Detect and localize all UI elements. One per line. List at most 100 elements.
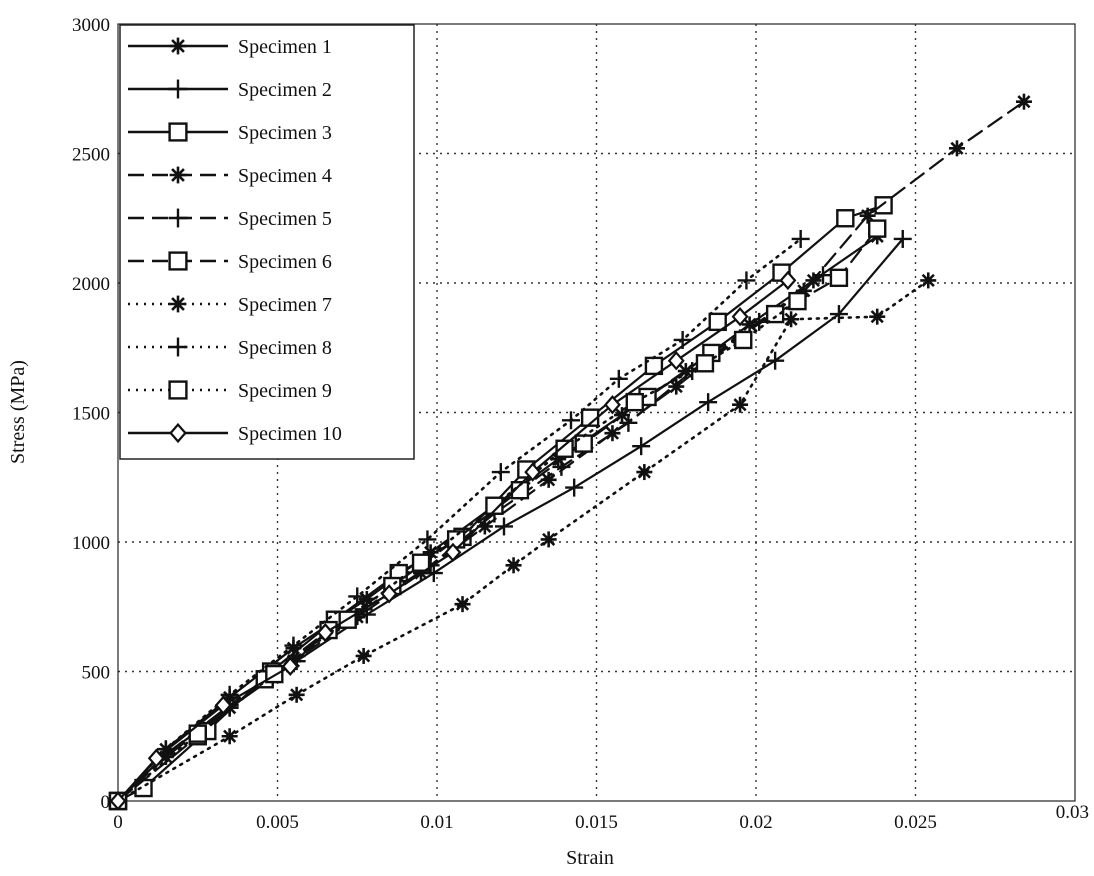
legend-label: Specimen 4 <box>238 165 332 187</box>
series-line <box>116 237 803 803</box>
data-point <box>109 791 127 811</box>
legend-label: Specimen 1 <box>238 36 332 58</box>
y-tick-label: 500 <box>82 663 111 684</box>
data-point <box>836 209 855 228</box>
legend-label: Specimen 7 <box>238 294 332 316</box>
data-point <box>188 724 207 743</box>
data-point <box>214 695 232 715</box>
legend-label: Specimen 6 <box>238 251 332 273</box>
data-point <box>731 306 749 327</box>
data-point <box>169 37 187 55</box>
data-point <box>668 378 685 395</box>
legend-entry: Specimen 3 <box>128 122 332 144</box>
series-line <box>116 299 799 803</box>
x-tick-label: 0.01 <box>420 812 453 833</box>
data-point <box>625 392 644 412</box>
data-point <box>699 393 718 412</box>
data-point <box>169 166 187 184</box>
data-point <box>561 411 580 430</box>
y-axis-label: Stress (MPa) <box>7 360 29 464</box>
y-tick-label: 2500 <box>72 145 110 166</box>
series-7 <box>110 272 937 809</box>
legend-entry: Specimen 9 <box>128 380 332 402</box>
data-point <box>168 337 188 357</box>
data-point <box>221 728 238 745</box>
y-tick-label: 1000 <box>72 533 110 554</box>
data-point <box>783 311 800 328</box>
data-point <box>348 587 367 606</box>
legend-label: Specimen 2 <box>238 79 332 101</box>
data-point <box>813 266 832 285</box>
legend-entry: Specimen 6 <box>128 251 332 273</box>
y-tick-label: 3000 <box>72 15 110 36</box>
data-point <box>444 542 462 563</box>
legend-entry: Specimen 5 <box>128 208 332 230</box>
data-point <box>505 557 522 574</box>
x-tick-label: 0.03 <box>1056 802 1089 823</box>
data-point <box>555 439 574 458</box>
data-point <box>708 312 727 332</box>
data-point <box>868 219 887 238</box>
legend-label: Specimen 8 <box>238 337 332 359</box>
data-point <box>491 463 510 482</box>
data-point <box>632 437 651 456</box>
data-point <box>169 295 187 313</box>
y-tick-label: 1500 <box>72 404 110 425</box>
data-point <box>540 531 557 548</box>
data-point <box>485 496 504 515</box>
plot-frame <box>117 23 1076 802</box>
data-point <box>636 464 653 481</box>
data-point <box>168 380 188 400</box>
data-point <box>609 369 628 388</box>
data-point <box>619 413 638 432</box>
data-point <box>791 229 810 248</box>
data-point <box>893 229 912 248</box>
data-point <box>355 647 372 664</box>
data-point <box>920 272 937 289</box>
data-point <box>734 330 753 350</box>
y-tick-label: 2000 <box>72 274 110 295</box>
data-point <box>788 291 807 311</box>
data-point <box>673 330 692 349</box>
data-point <box>168 79 188 99</box>
series-line <box>116 279 790 803</box>
x-tick-label: 0.015 <box>575 812 618 833</box>
data-point <box>316 622 334 643</box>
data-point <box>869 308 886 325</box>
data-point <box>948 140 965 157</box>
data-point <box>168 251 188 271</box>
legend-entry: Specimen 8 <box>128 337 332 359</box>
data-point <box>565 478 584 497</box>
legend-label: Specimen 3 <box>238 122 332 144</box>
data-point <box>829 268 849 288</box>
legend-entries: Specimen 1 Specimen 2 Specimen 3 Specimen 4… <box>128 36 342 445</box>
data-point <box>667 351 685 371</box>
x-tick-label: 0.005 <box>256 812 299 833</box>
legend-entry: Specimen 1 <box>128 36 332 58</box>
data-point <box>168 208 188 228</box>
series-line <box>116 279 930 803</box>
data-point <box>574 434 593 453</box>
data-point <box>603 395 621 415</box>
data-point <box>695 354 715 373</box>
legend-label: Specimen 9 <box>238 380 332 402</box>
data-point <box>156 740 175 759</box>
data-point <box>494 517 513 536</box>
series-10 <box>109 270 797 811</box>
data-point <box>281 656 299 676</box>
data-point <box>737 271 756 290</box>
data-point <box>829 305 848 324</box>
data-point <box>1015 93 1032 110</box>
data-point <box>874 196 893 215</box>
data-point <box>284 636 303 655</box>
data-point <box>169 422 187 444</box>
tick-labels: 0 0.005 0.01 0.015 0.02 0.025 0.03 0 500 1000 1500… <box>72 15 1089 833</box>
data-point <box>750 312 769 331</box>
data-point <box>524 462 542 482</box>
x-tick-label: 0.02 <box>739 812 772 833</box>
y-tick-label: 0 <box>101 792 111 813</box>
data-point <box>380 584 398 604</box>
legend-label: Specimen 10 <box>238 423 342 445</box>
data-point <box>147 748 165 768</box>
